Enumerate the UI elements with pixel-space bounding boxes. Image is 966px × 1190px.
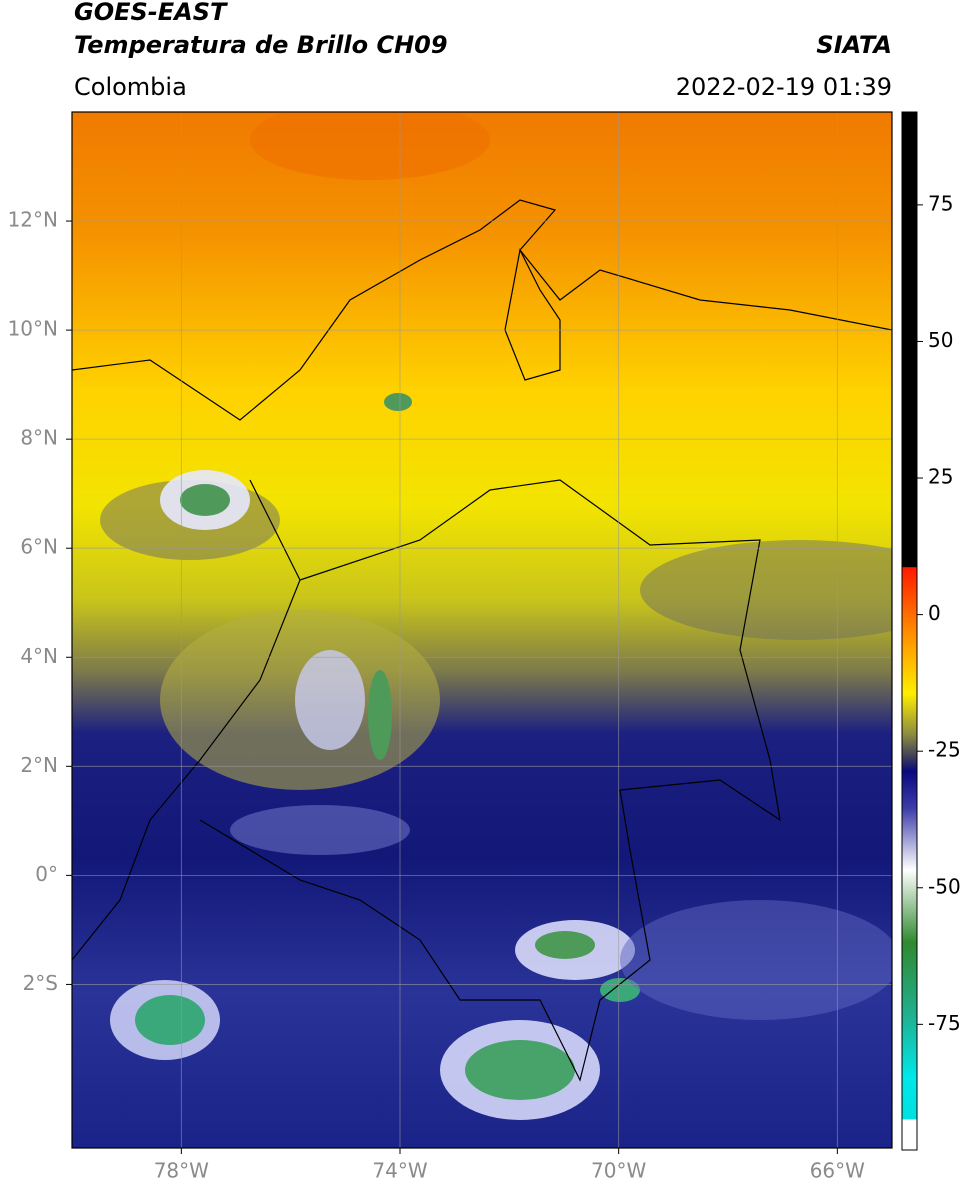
colorbar-tick-label: -75 bbox=[928, 1011, 961, 1035]
y-tick-label: 8°N bbox=[20, 426, 58, 450]
y-tick-label: 4°N bbox=[20, 644, 58, 668]
colorbar bbox=[901, 111, 918, 1151]
colorbar-tick-label: -25 bbox=[928, 738, 961, 762]
colorbar-tick-label: 50 bbox=[928, 328, 953, 352]
datetime: 2022-02-19 01:39 bbox=[676, 73, 892, 101]
map-frame bbox=[71, 111, 893, 1149]
x-tick-label: 78°W bbox=[154, 1159, 209, 1183]
x-tick-label: 74°W bbox=[372, 1159, 427, 1183]
colorbar-tick-label: 0 bbox=[928, 601, 941, 625]
y-tick-label: 2°N bbox=[20, 753, 58, 777]
colorbar-tick-label: 75 bbox=[928, 191, 953, 215]
title: Temperatura de Brillo CH09 bbox=[74, 31, 448, 59]
region: Colombia bbox=[74, 73, 187, 101]
colorbar-tick-label: 25 bbox=[928, 465, 953, 489]
y-tick-label: 0° bbox=[35, 862, 58, 886]
y-tick-label: 2°S bbox=[23, 971, 58, 995]
satellite: GOES-EAST bbox=[74, 0, 228, 26]
ticks: 78°W 74°W 70°W 66°W 12°N 10°N 8°N 6°N 4°N 2°N 0° 2°… bbox=[8, 191, 961, 1182]
satellite-image bbox=[72, 112, 892, 1148]
grid bbox=[72, 112, 892, 1148]
x-tick-label: 70°W bbox=[591, 1159, 646, 1183]
y-tick-label: 10°N bbox=[8, 317, 58, 341]
y-tick-label: 6°N bbox=[20, 535, 58, 559]
y-tick-label: 12°N bbox=[8, 208, 58, 232]
colorbar-tick-label: -50 bbox=[928, 874, 961, 898]
x-tick-label: 66°W bbox=[810, 1159, 865, 1183]
organization: SIATA bbox=[816, 31, 892, 59]
